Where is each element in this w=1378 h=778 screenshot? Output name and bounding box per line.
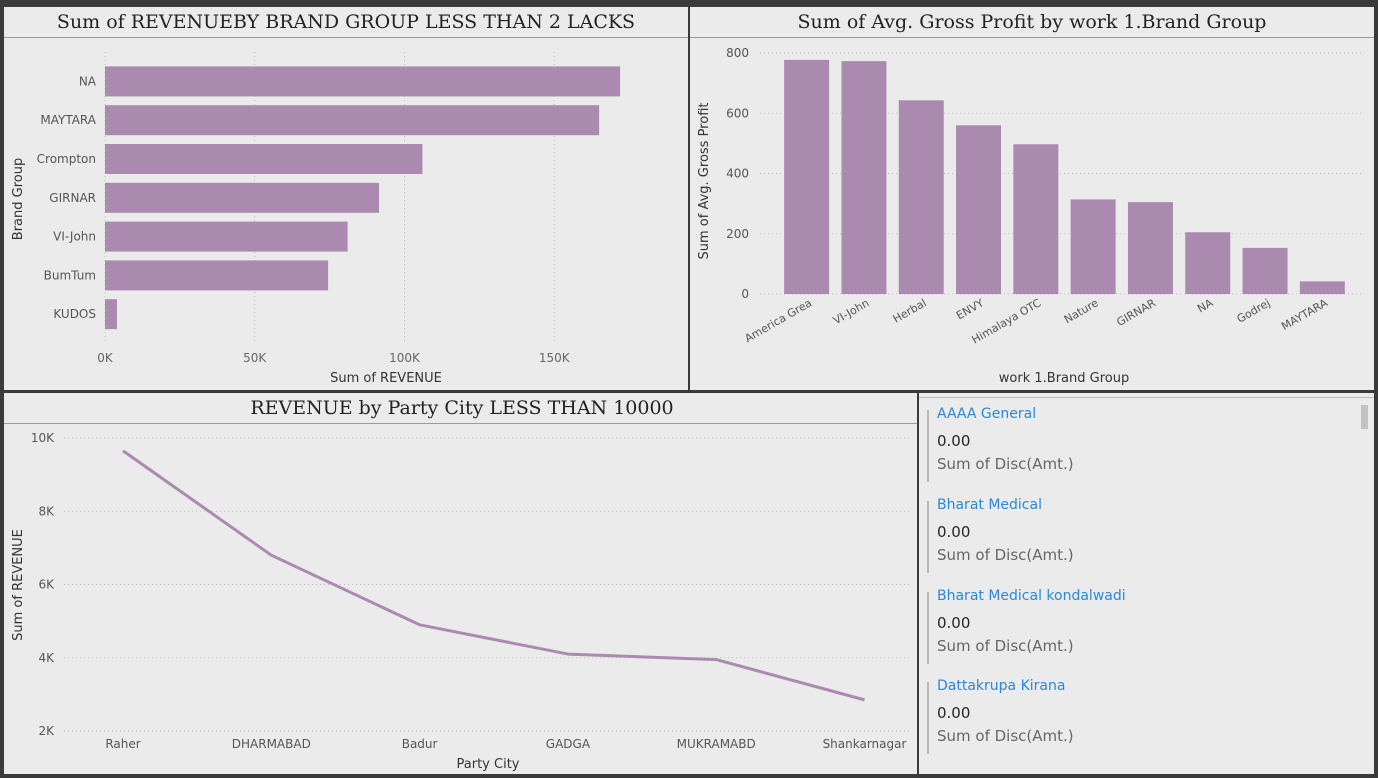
card-value: 0.00 [937, 704, 971, 722]
card-value: 0.00 [937, 432, 971, 450]
x-tick-label: Herbal [891, 296, 929, 325]
card-accent-bar [927, 682, 929, 754]
bar [105, 221, 348, 252]
x-tick-label: Shankarnagar [823, 737, 907, 751]
x-tick-label: VI-John [831, 296, 872, 327]
x-tick-label: 150K [539, 351, 571, 365]
discount-cards-panel[interactable]: AAAA General 0.00 Sum of Disc(Amt.) Bhar… [919, 393, 1374, 774]
card-title[interactable]: AAAA General [937, 406, 1037, 422]
gross-profit-title: Sum of Avg. Gross Profit by work 1.Brand… [797, 11, 1267, 33]
revenue-by-brand-panel[interactable]: Sum of REVENUEBY BRAND GROUP LESS THAN 2… [4, 7, 688, 390]
bar [1299, 281, 1345, 294]
revenue-by-city-chart: 10K 8K 6K 4K 2K Raher DHARMABAD Badur GADGA MUKR… [11, 431, 912, 772]
x-tick-label: MAYTARA [1279, 296, 1330, 333]
x-tick-label: NA [1195, 296, 1216, 315]
y-tick-label: VI-John [53, 230, 96, 244]
y-tick-label: 600 [726, 106, 749, 120]
revenue-by-city-panel[interactable]: REVENUE by Party City LESS THAN 10000 10… [4, 393, 917, 774]
x-axis-title: Party City [457, 757, 520, 772]
x-tick-label: 0K [97, 351, 114, 365]
bar [1185, 232, 1231, 294]
bar [105, 105, 600, 136]
y-tick-label: 800 [726, 46, 749, 60]
x-tick-label: 50K [243, 351, 267, 365]
card-label: Sum of Disc(Amt.) [937, 637, 1074, 655]
card-value: 0.00 [937, 523, 971, 541]
y-tick-label: 0 [741, 287, 749, 301]
bar [1242, 247, 1288, 294]
bar [105, 299, 117, 330]
y-tick-label: 200 [726, 227, 749, 241]
y-tick-label: 2K [38, 724, 55, 738]
x-axis-title: work 1.Brand Group [999, 371, 1129, 386]
card-label: Sum of Disc(Amt.) [937, 546, 1074, 564]
card-accent-bar [927, 501, 929, 573]
x-tick-label: Nature [1062, 296, 1101, 326]
y-axis-title: Sum of REVENUE [11, 529, 26, 641]
card-accent-bar [927, 410, 929, 482]
gross-profit-panel[interactable]: Sum of Avg. Gross Profit by work 1.Brand… [690, 7, 1374, 390]
card-title[interactable]: Dattakrupa Kirana [937, 678, 1066, 694]
x-tick-label: DHARMABAD [232, 737, 311, 751]
x-tick-label: Raher [105, 737, 140, 751]
revenue-by-brand-title: Sum of REVENUEBY BRAND GROUP LESS THAN 2… [56, 11, 636, 33]
card-label: Sum of Disc(Amt.) [937, 455, 1074, 473]
y-tick-label: NA [79, 74, 97, 88]
x-tick-label: ENVY [954, 296, 986, 322]
y-tick-label: MAYTARA [40, 113, 96, 127]
bar [898, 100, 944, 294]
bar [105, 182, 380, 213]
x-tick-label: GADGA [546, 737, 591, 751]
card-title[interactable]: Bharat Medical [937, 497, 1042, 513]
y-tick-label: 4K [38, 651, 55, 665]
revenue-by-brand-chart: NA MAYTARA Crompton GIRNAR VI-John BumTum KUDO… [11, 52, 621, 386]
bar [1070, 199, 1116, 294]
bar [841, 61, 887, 294]
title-divider [690, 37, 1374, 38]
x-tick-label: America Grea [743, 296, 815, 345]
y-axis-title: Sum of Avg. Gross Profit [697, 103, 712, 260]
revenue-line [122, 449, 865, 702]
gross-profit-chart: 800 600 400 200 0 America Grea VI-John Herbal E… [697, 46, 1362, 386]
top-border [919, 397, 1374, 398]
card-title[interactable]: Bharat Medical kondalwadi [937, 588, 1126, 604]
y-tick-label: KUDOS [53, 307, 96, 321]
x-tick-label: MUKRAMABD [677, 737, 756, 751]
y-tick-label: 10K [31, 431, 55, 445]
y-tick-label: 6K [38, 578, 55, 592]
x-axis-title: Sum of REVENUE [330, 371, 442, 386]
bar [1127, 202, 1173, 294]
bar [105, 66, 621, 97]
scrollbar-thumb[interactable] [1361, 405, 1368, 429]
title-divider [4, 37, 688, 38]
bar [105, 144, 423, 174]
bar [105, 260, 329, 291]
x-tick-label: 100K [389, 351, 421, 365]
x-tick-label: Badur [402, 737, 438, 751]
card-value: 0.00 [937, 614, 971, 632]
y-tick-label: 8K [38, 504, 55, 518]
card-label: Sum of Disc(Amt.) [937, 727, 1074, 745]
y-axis-title: Brand Group [11, 158, 26, 240]
revenue-by-city-title: REVENUE by Party City LESS THAN 10000 [250, 397, 674, 419]
bar [784, 59, 830, 295]
x-tick-label: GIRNAR [1114, 296, 1158, 329]
y-tick-label: 400 [726, 167, 749, 181]
bar [956, 125, 1002, 294]
x-tick-label: Godrej [1235, 296, 1273, 325]
title-divider [4, 423, 917, 424]
card-accent-bar [927, 592, 929, 664]
y-tick-label: GIRNAR [49, 191, 96, 205]
y-tick-label: BumTum [44, 268, 96, 282]
y-tick-label: Crompton [37, 152, 96, 166]
bar [1013, 144, 1059, 294]
